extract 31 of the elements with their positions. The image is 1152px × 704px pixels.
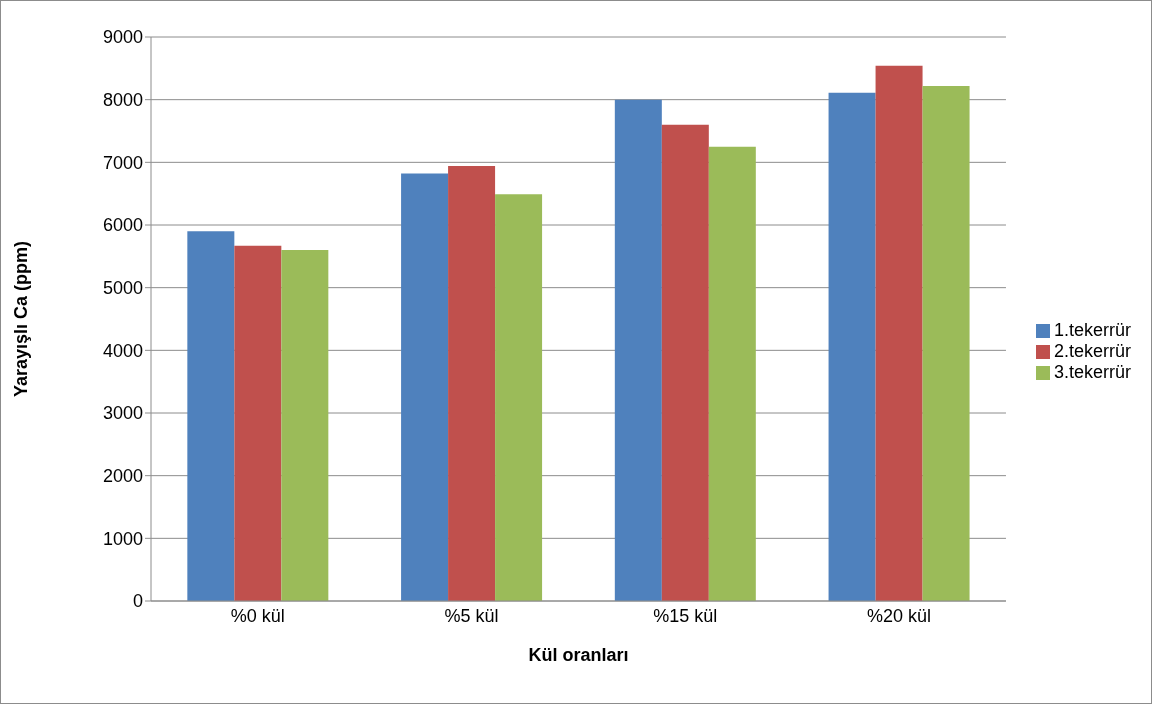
y-tick-label: 2000 — [102, 466, 143, 487]
bar — [234, 245, 282, 601]
legend-label: 3.tekerrür — [1053, 361, 1131, 382]
y-tick-label: 8000 — [102, 90, 143, 111]
x-tick-label: %15 kül — [653, 605, 718, 626]
y-tick-label: 7000 — [102, 152, 143, 173]
x-tick-label: %0 kül — [230, 605, 285, 626]
y-tick-label: 3000 — [102, 403, 143, 424]
x-tick-label: %5 kül — [444, 605, 499, 626]
y-axis-title: Yarayışlı Ca (ppm) — [11, 240, 32, 398]
legend-label: 2.tekerrür — [1053, 340, 1131, 361]
legend-label: 1.tekerrür — [1053, 319, 1131, 340]
bar — [922, 85, 970, 601]
bar — [614, 99, 662, 601]
y-tick-label: 4000 — [102, 340, 143, 361]
y-tick-label: 5000 — [102, 278, 143, 299]
y-tick-label: 9000 — [102, 27, 143, 48]
bar — [495, 194, 543, 601]
y-tick-label: 1000 — [102, 528, 143, 549]
bar — [448, 166, 496, 601]
x-tick-label: %20 kül — [867, 605, 932, 626]
bar — [828, 92, 876, 601]
bar — [187, 231, 235, 601]
bar — [401, 173, 449, 601]
bar — [875, 65, 923, 601]
x-axis-title: Kül oranları — [528, 645, 629, 665]
bar — [281, 250, 329, 601]
y-tick-label: 0 — [132, 591, 143, 612]
bar — [708, 146, 756, 601]
bar — [661, 124, 709, 601]
y-tick-label: 6000 — [102, 215, 143, 236]
